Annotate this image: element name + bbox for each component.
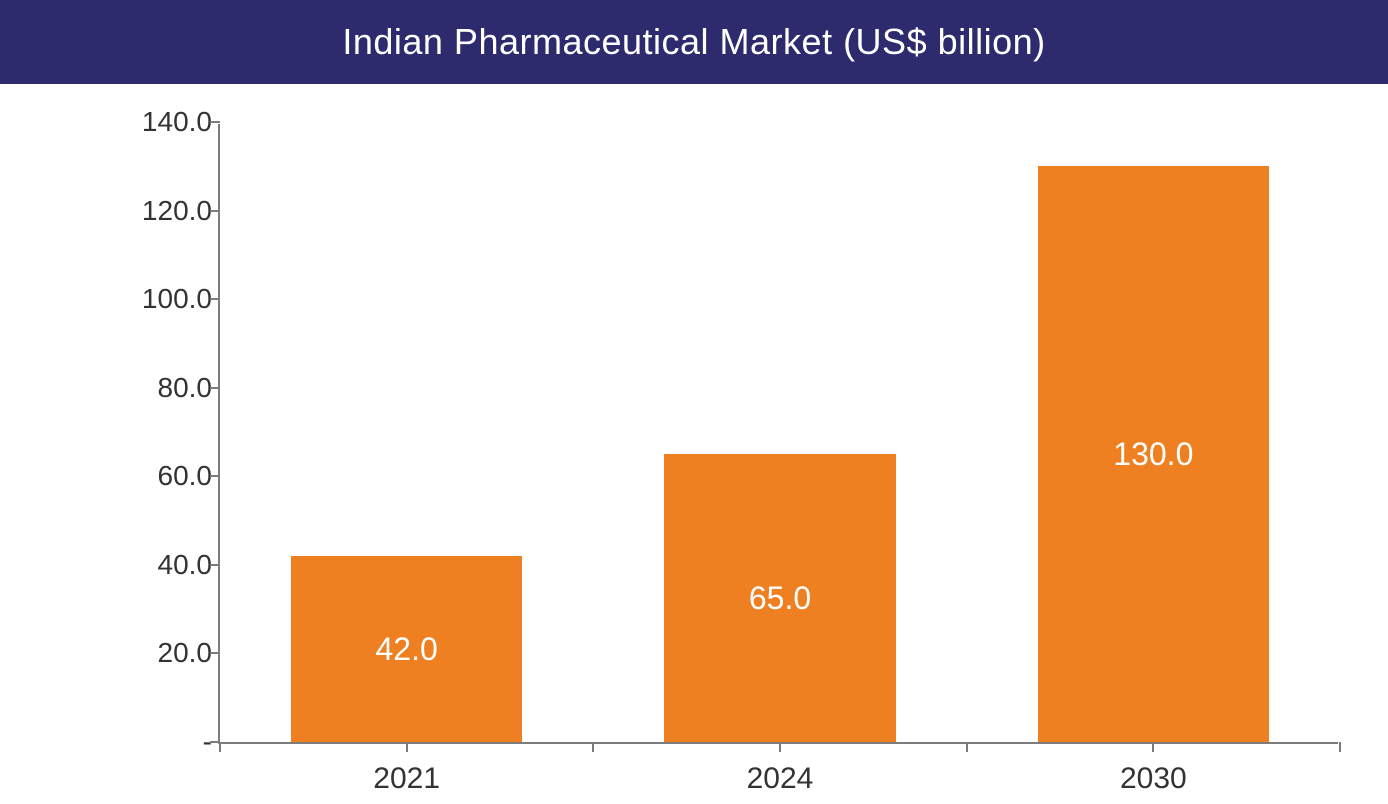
y-tick-label: 120.0 — [142, 195, 212, 227]
y-tick-mark — [210, 564, 220, 566]
y-tick-mark — [210, 298, 220, 300]
x-tick-mark — [406, 742, 408, 752]
bar: 130.0 — [1038, 166, 1269, 742]
x-tick-boundary — [966, 742, 968, 752]
y-tick-label: 60.0 — [158, 460, 213, 492]
y-tick-label: 20.0 — [158, 637, 213, 669]
y-tick-mark — [210, 387, 220, 389]
bar: 42.0 — [291, 556, 522, 742]
x-tick-boundary — [219, 742, 221, 752]
y-tick-label: 40.0 — [158, 549, 213, 581]
x-axis-label: 2030 — [1120, 762, 1187, 796]
bar-value-label: 65.0 — [749, 580, 811, 617]
bar-value-label: 130.0 — [1113, 436, 1193, 473]
y-tick-mark — [210, 652, 220, 654]
chart-title: Indian Pharmaceutical Market (US$ billio… — [342, 21, 1045, 63]
chart-title-bar: Indian Pharmaceutical Market (US$ billio… — [0, 0, 1388, 84]
y-tick-mark — [210, 210, 220, 212]
x-tick-mark — [779, 742, 781, 752]
bar-value-label: 42.0 — [376, 631, 438, 668]
y-tick-label: 140.0 — [142, 106, 212, 138]
y-tick-label: 80.0 — [158, 372, 213, 404]
chart-area: -20.040.060.080.0100.0120.0140.042.02021… — [0, 84, 1388, 804]
y-tick-label: 100.0 — [142, 283, 212, 315]
y-tick-mark — [210, 121, 220, 123]
y-tick-mark — [210, 475, 220, 477]
x-tick-mark — [1152, 742, 1154, 752]
x-tick-boundary — [592, 742, 594, 752]
plot-region: -20.040.060.080.0100.0120.0140.042.02021… — [218, 124, 1338, 744]
chart-container: Indian Pharmaceutical Market (US$ billio… — [0, 0, 1388, 804]
bar: 65.0 — [664, 454, 895, 742]
x-axis-label: 2024 — [747, 762, 814, 796]
x-axis-label: 2021 — [373, 762, 440, 796]
x-tick-boundary — [1339, 742, 1341, 752]
